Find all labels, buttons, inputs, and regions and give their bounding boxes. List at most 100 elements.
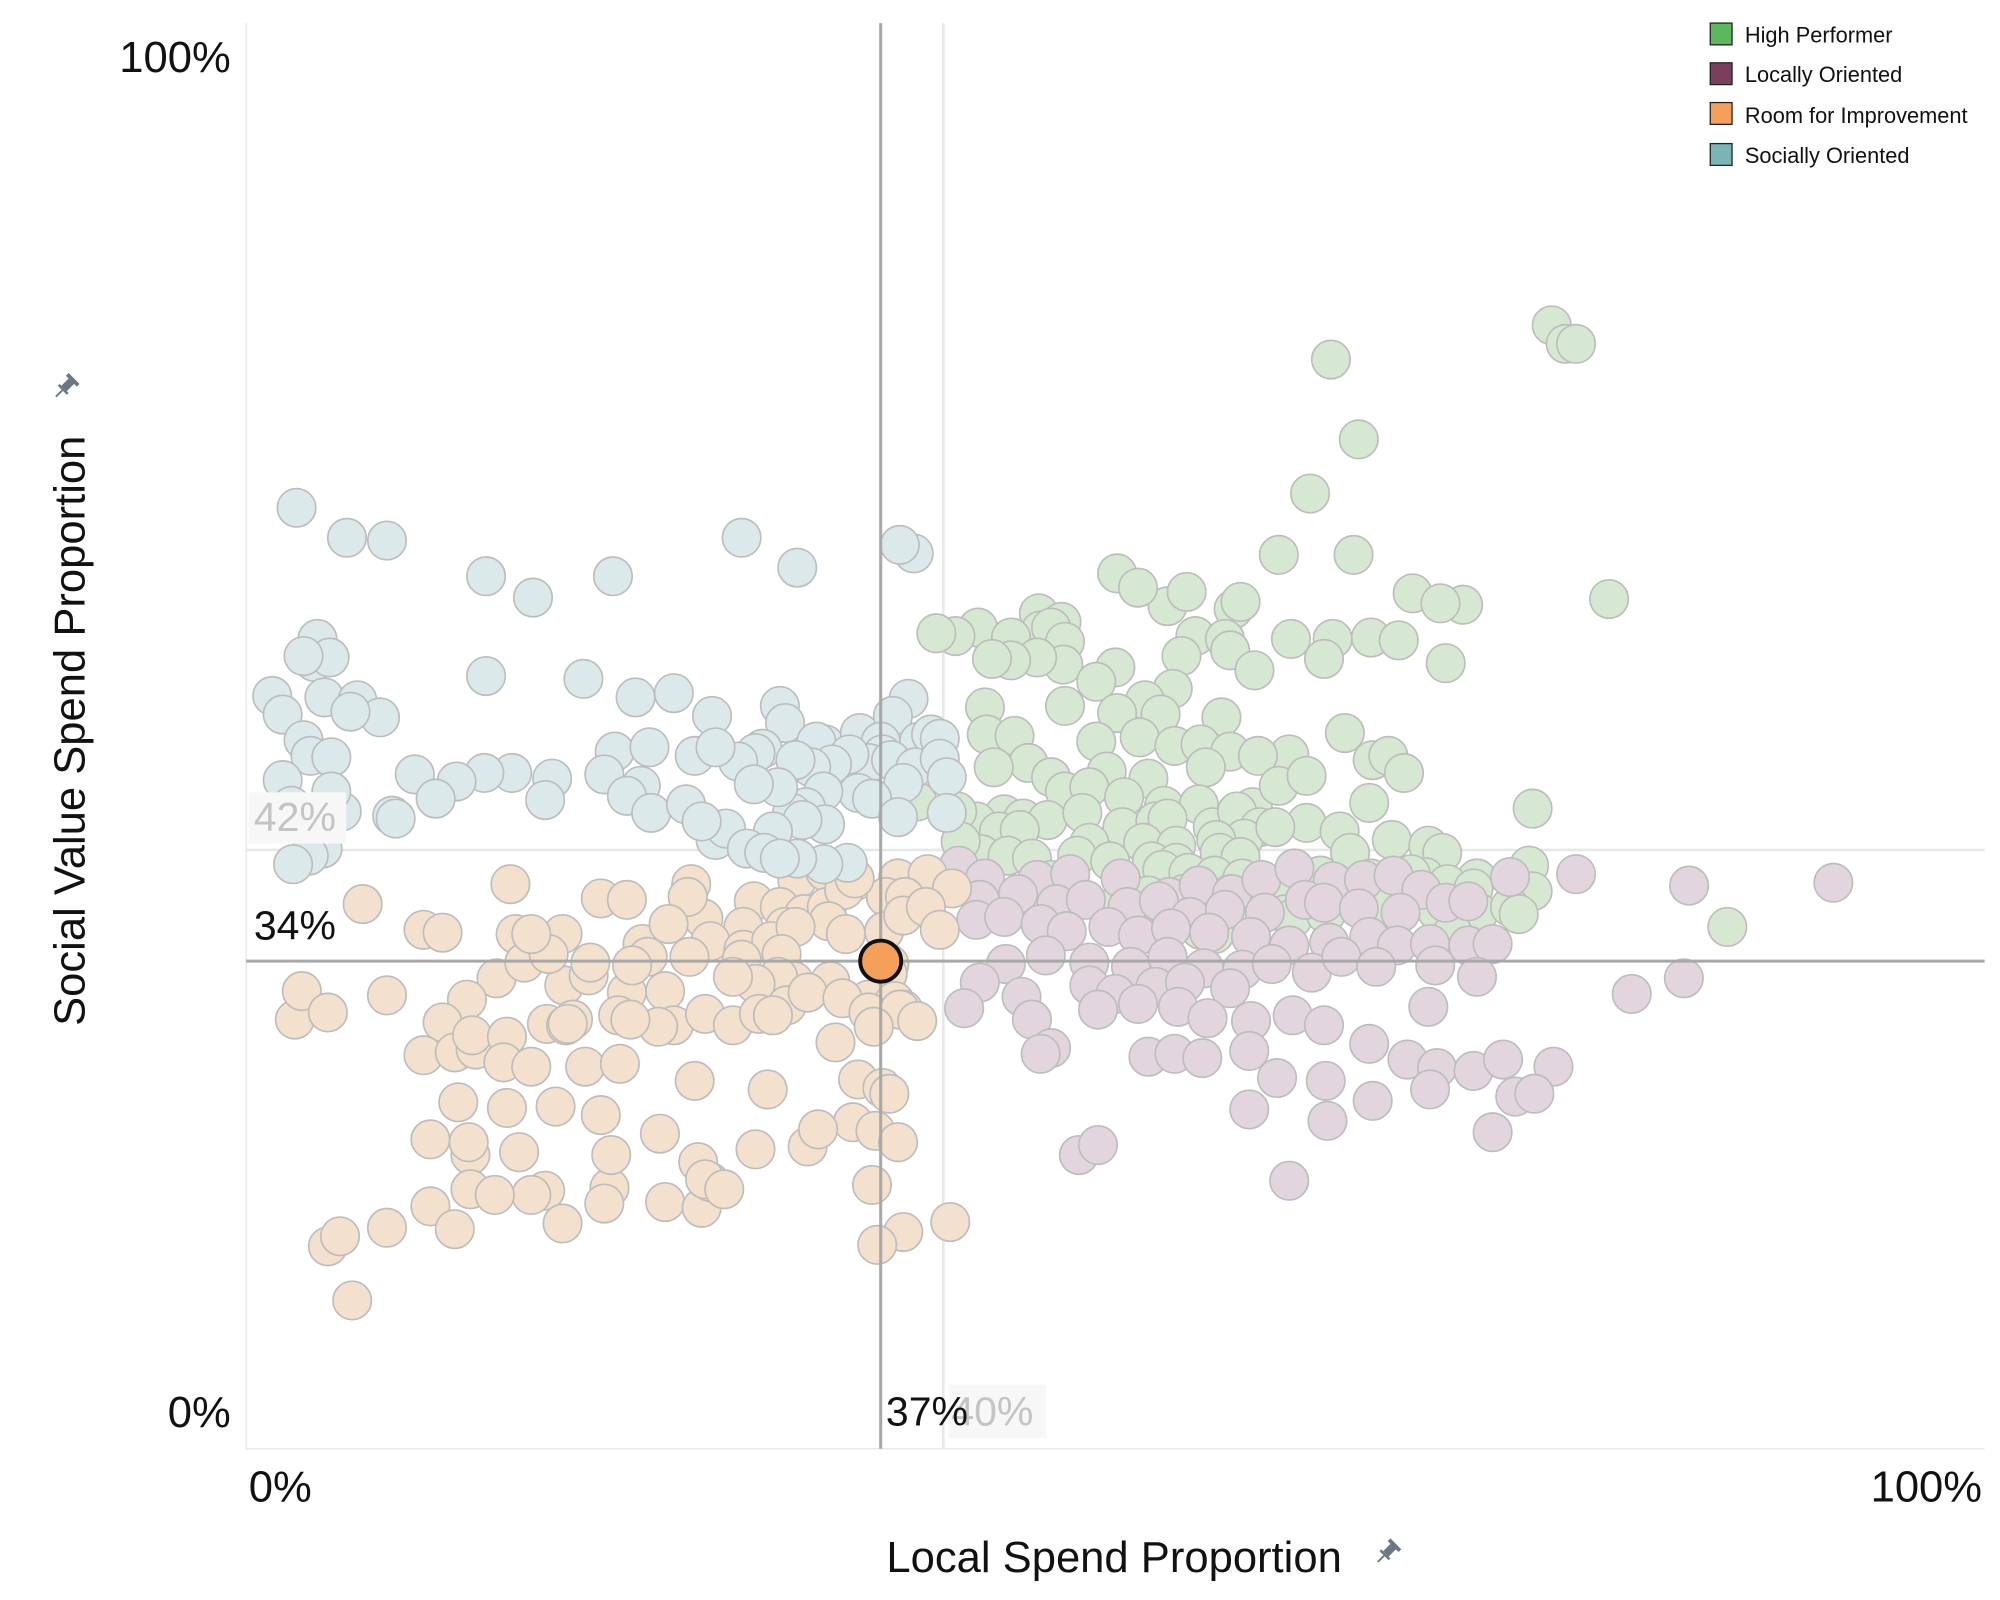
data-point-socially-oriented[interactable]	[879, 524, 920, 565]
data-point-socially-oriented[interactable]	[681, 801, 722, 842]
data-point-room-for-improvement[interactable]	[639, 1113, 680, 1154]
data-point-locally-oriented[interactable]	[1269, 1160, 1310, 1201]
data-point-locally-oriented[interactable]	[1182, 1038, 1223, 1079]
data-point-socially-oriented[interactable]	[563, 658, 604, 699]
highlighted-data-point[interactable]	[858, 938, 904, 984]
data-point-room-for-improvement[interactable]	[452, 1015, 493, 1056]
data-point-locally-oriented[interactable]	[1349, 1023, 1390, 1064]
data-point-room-for-improvement[interactable]	[547, 1003, 588, 1044]
data-point-socially-oriented[interactable]	[326, 517, 368, 558]
data-point-locally-oriented[interactable]	[944, 988, 985, 1029]
data-point-socially-oriented[interactable]	[465, 556, 507, 597]
data-point-high-performer[interactable]	[1383, 752, 1425, 794]
data-point-room-for-improvement[interactable]	[815, 1022, 856, 1063]
data-point-high-performer[interactable]	[1420, 583, 1461, 624]
data-point-locally-oriented[interactable]	[1356, 946, 1397, 987]
data-point-locally-oriented[interactable]	[1514, 1073, 1555, 1114]
data-point-locally-oriented[interactable]	[1482, 1039, 1524, 1080]
data-point-socially-oriented[interactable]	[777, 547, 818, 588]
data-point-room-for-improvement[interactable]	[591, 1134, 632, 1176]
data-point-high-performer[interactable]	[1589, 578, 1630, 620]
data-point-room-for-improvement[interactable]	[511, 1046, 552, 1087]
data-point-locally-oriented[interactable]	[1251, 943, 1292, 985]
data-point-socially-oriented[interactable]	[653, 673, 694, 714]
data-point-locally-oriented[interactable]	[1065, 879, 1106, 920]
data-point-high-performer[interactable]	[971, 638, 1013, 679]
data-point-socially-oriented[interactable]	[592, 556, 634, 597]
data-point-socially-oriented[interactable]	[926, 757, 967, 798]
data-point-socially-oriented[interactable]	[615, 677, 656, 718]
data-point-locally-oriented[interactable]	[1210, 968, 1251, 1009]
data-point-locally-oriented[interactable]	[1456, 956, 1498, 997]
data-point-high-performer[interactable]	[1117, 567, 1159, 608]
data-point-locally-oriented[interactable]	[1409, 1069, 1451, 1110]
data-point-room-for-improvement[interactable]	[798, 1109, 839, 1150]
data-point-high-performer[interactable]	[1220, 581, 1261, 622]
data-point-high-performer[interactable]	[1258, 534, 1299, 575]
data-point-socially-oriented[interactable]	[465, 655, 507, 697]
data-point-high-performer[interactable]	[1310, 339, 1352, 380]
data-point-room-for-improvement[interactable]	[787, 972, 828, 1013]
data-point-locally-oriented[interactable]	[1025, 935, 1066, 976]
data-point-locally-oriented[interactable]	[1303, 882, 1345, 923]
data-point-room-for-improvement[interactable]	[897, 1000, 938, 1042]
data-point-locally-oriented[interactable]	[1020, 1033, 1061, 1074]
data-point-room-for-improvement[interactable]	[580, 1095, 621, 1136]
data-point-socially-oriented[interactable]	[695, 727, 736, 768]
data-point-socially-oriented[interactable]	[311, 737, 352, 778]
data-point-room-for-improvement[interactable]	[645, 971, 686, 1012]
legend-item-locally-oriented[interactable]: Locally Oriented	[1709, 62, 1902, 87]
data-point-room-for-improvement[interactable]	[669, 936, 710, 977]
data-point-room-for-improvement[interactable]	[366, 1207, 408, 1248]
data-point-high-performer[interactable]	[1185, 747, 1226, 788]
data-point-locally-oriented[interactable]	[1611, 973, 1652, 1015]
data-point-socially-oriented[interactable]	[366, 520, 408, 561]
data-point-room-for-improvement[interactable]	[752, 995, 793, 1036]
data-point-locally-oriented[interactable]	[1117, 983, 1159, 1024]
y-axis-pin-icon[interactable]	[51, 373, 80, 402]
data-point-room-for-improvement[interactable]	[857, 1224, 898, 1265]
data-point-socially-oriented[interactable]	[512, 577, 554, 618]
data-point-room-for-improvement[interactable]	[319, 1216, 361, 1257]
data-point-high-performer[interactable]	[1371, 819, 1412, 861]
data-point-high-performer[interactable]	[1349, 782, 1390, 823]
data-point-room-for-improvement[interactable]	[645, 1182, 686, 1223]
data-point-high-performer[interactable]	[1044, 685, 1086, 727]
data-point-locally-oriented[interactable]	[1229, 1089, 1270, 1130]
data-point-room-for-improvement[interactable]	[704, 1169, 745, 1210]
data-point-room-for-improvement[interactable]	[281, 971, 322, 1012]
data-point-socially-oriented[interactable]	[276, 487, 317, 528]
data-point-room-for-improvement[interactable]	[511, 1174, 552, 1216]
data-point-socially-oriented[interactable]	[525, 779, 566, 821]
data-point-locally-oriented[interactable]	[1448, 881, 1489, 922]
data-point-room-for-improvement[interactable]	[674, 1060, 715, 1101]
data-point-socially-oriented[interactable]	[926, 792, 967, 833]
data-point-high-performer[interactable]	[1338, 419, 1379, 460]
data-point-room-for-improvement[interactable]	[712, 956, 753, 997]
data-point-room-for-improvement[interactable]	[438, 1082, 479, 1123]
data-point-room-for-improvement[interactable]	[448, 1122, 489, 1163]
data-point-high-performer[interactable]	[1378, 620, 1419, 661]
data-point-room-for-improvement[interactable]	[599, 1043, 640, 1084]
data-point-room-for-improvement[interactable]	[612, 945, 653, 986]
data-point-locally-oriented[interactable]	[984, 896, 1025, 938]
data-point-socially-oriented[interactable]	[629, 727, 670, 768]
data-point-room-for-improvement[interactable]	[747, 1069, 788, 1110]
data-point-locally-oriented[interactable]	[1489, 856, 1531, 898]
data-point-high-performer[interactable]	[1119, 717, 1160, 758]
data-point-high-performer[interactable]	[973, 747, 1014, 788]
data-point-room-for-improvement[interactable]	[919, 909, 960, 950]
data-point-room-for-improvement[interactable]	[342, 884, 383, 925]
data-point-room-for-improvement[interactable]	[851, 1164, 893, 1206]
data-point-locally-oriented[interactable]	[1303, 1005, 1345, 1046]
data-point-locally-oriented[interactable]	[1256, 1057, 1298, 1099]
data-point-high-performer[interactable]	[1324, 712, 1365, 754]
data-point-locally-oriented[interactable]	[1305, 1060, 1346, 1101]
data-point-room-for-improvement[interactable]	[606, 879, 647, 920]
data-point-socially-oriented[interactable]	[721, 517, 762, 558]
data-point-high-performer[interactable]	[1270, 618, 1312, 660]
data-point-locally-oriented[interactable]	[1669, 865, 1710, 906]
data-point-locally-oriented[interactable]	[1321, 936, 1362, 977]
legend-item-high-performer[interactable]: High Performer	[1709, 22, 1893, 47]
data-point-locally-oriented[interactable]	[1472, 1112, 1513, 1153]
